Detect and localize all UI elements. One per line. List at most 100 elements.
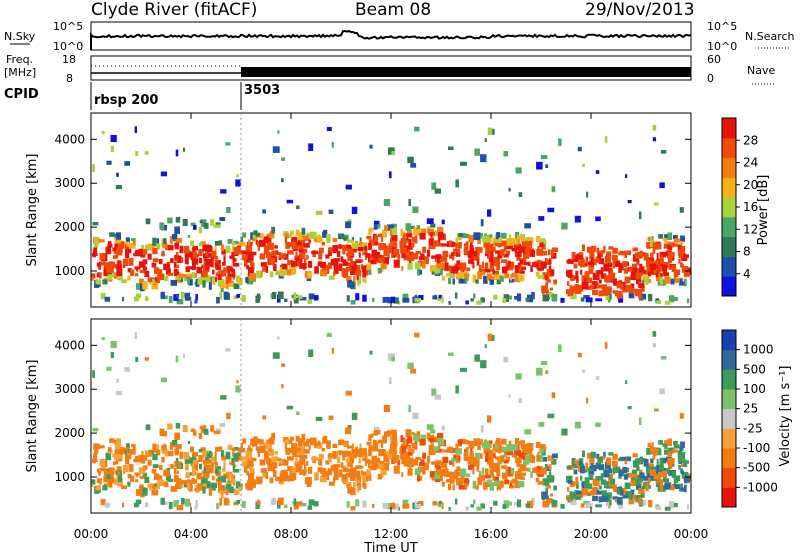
echo-cell [223,497,229,506]
echo-cell [475,251,480,260]
echo-cell [300,454,308,459]
echo-cell [525,450,529,456]
echo-cell [586,246,592,253]
echo-cell [375,223,381,229]
echo-cell [278,254,284,258]
colorbar-swatch [722,408,736,429]
echo-cell [448,277,452,285]
echo-cell [239,250,246,255]
echo-cell [300,441,307,446]
echo-cell [122,296,125,302]
echo-cell [439,468,445,476]
echo-cell [545,281,549,289]
echo-cell [625,380,628,385]
colorbar-tick-label: 1000 [743,343,774,357]
echo-cell [642,499,646,506]
echo-cell [570,497,577,506]
echo-cell [574,460,578,465]
echo-cell [589,457,595,465]
echo-cell [113,478,119,485]
echo-cell [586,191,589,198]
echo-cell [358,252,361,258]
echo-cell [548,464,552,471]
colorbar-swatch [722,448,736,469]
echo-cell [606,262,613,267]
echo-cell [596,270,602,275]
echo-cell [167,272,174,276]
echo-cell [227,472,230,481]
echo-cell [264,450,268,456]
echo-cell [333,472,339,480]
echo-cell [408,238,412,246]
echo-cell [648,293,653,302]
echo-cell [590,245,596,252]
echo-cell [602,289,609,296]
echo-cell [496,277,501,285]
echo-cell [205,475,208,483]
echo-cell [308,143,314,151]
echo-cell [382,435,387,444]
echo-cell [650,458,654,463]
echo-cell [124,248,132,254]
echo-cell [147,483,154,489]
echo-cell [214,461,218,466]
echo-cell [281,384,284,389]
echo-cell [205,269,208,277]
echo-cell [272,291,277,299]
echo-cell [529,250,536,257]
echo-cell [210,219,214,226]
echo-cell [642,481,645,487]
echo-cell [454,471,460,476]
echo-cell [598,258,605,265]
echo-cell [457,439,463,444]
echo-cell [672,243,679,247]
echo-cell [112,461,116,466]
echo-cell [583,501,590,505]
echo-cell [208,282,212,290]
echo-cell [536,161,543,170]
echo-cell [233,501,239,506]
echo-cell [475,485,479,490]
echo-cell [192,453,196,460]
echo-cell [407,245,413,250]
echo-cell [400,229,404,237]
echo-cell [314,501,319,507]
echo-cell [595,216,601,222]
echo-cell [129,243,136,249]
echo-cell [503,151,509,157]
echo-cell [338,244,342,250]
echo-cell [470,240,473,246]
echo-cell [348,456,354,462]
echo-cell [233,247,241,255]
echo-cell [482,271,486,276]
echo-cell [167,450,174,457]
echo-cell [441,275,445,281]
echo-cell [523,247,526,254]
echo-cell [385,459,388,463]
echo-cell [314,443,319,449]
echo-cell [366,235,372,240]
echo-cell [200,277,207,284]
echo-cell [205,275,211,283]
echo-cell [659,255,664,261]
echo-cell [151,468,157,474]
echo-cell [471,247,475,255]
echo-cell [667,457,675,464]
echo-cell [452,484,455,491]
colorbar-tick-label: 8 [743,245,751,259]
echo-cell [215,260,218,265]
echo-cell [135,273,139,277]
echo-cell [157,475,163,481]
echo-cell [246,471,249,476]
echo-cell [524,429,531,435]
echo-cell [418,295,424,300]
echo-cell [566,269,573,277]
echo-cell [656,252,659,260]
echo-cell [196,266,202,274]
echo-cell [156,449,161,456]
echo-cell [323,435,328,444]
echo-cell [566,260,572,264]
nsky-label: N.Sky [4,30,36,43]
echo-cell [100,467,107,472]
